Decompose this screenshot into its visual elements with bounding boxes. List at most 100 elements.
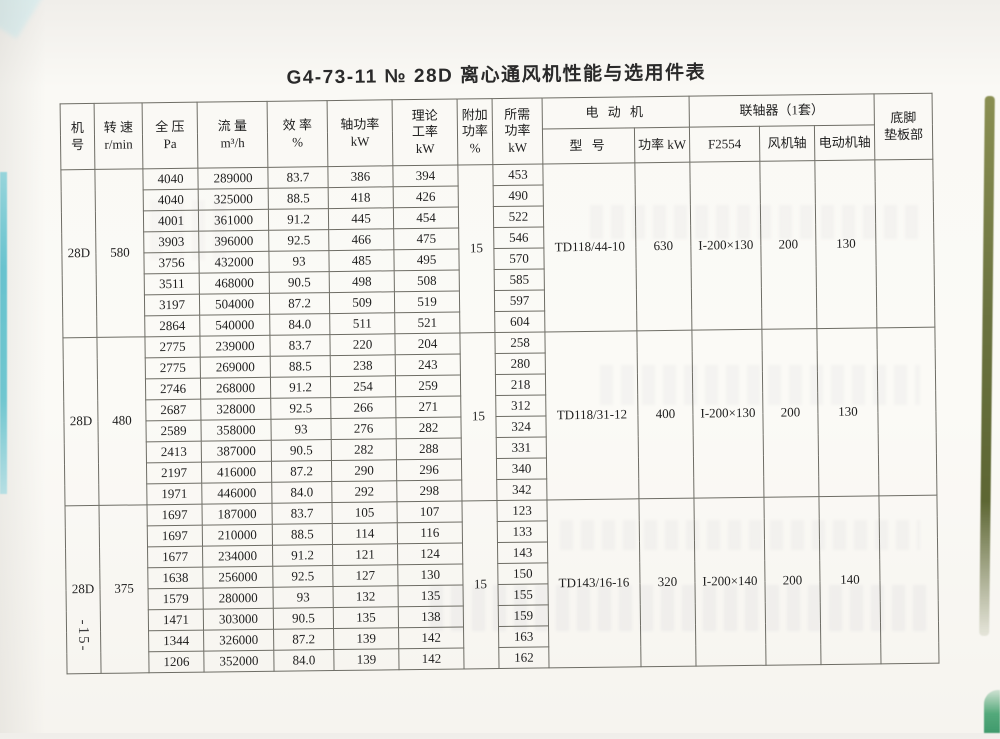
required-power-cell: 123 — [496, 499, 548, 522]
header-efficiency: 效 率 % — [267, 100, 328, 168]
pressure-cell: 2864 — [144, 315, 200, 337]
shaft-power-cell: 511 — [329, 312, 395, 335]
required-power-cell: 324 — [495, 415, 547, 438]
pressure-cell: 3756 — [143, 252, 200, 274]
pressure-cell: 4001 — [143, 210, 199, 232]
header-speed: 转 速 r/min — [94, 102, 143, 170]
efficiency-cell: 88.5 — [270, 355, 331, 378]
flow-cell: 416000 — [201, 461, 272, 484]
theoretical-power-cell: 475 — [393, 227, 459, 250]
flow-cell: 210000 — [202, 524, 273, 547]
required-power-cell: 133 — [497, 520, 548, 543]
fan-shaft-cell: 200 — [763, 496, 822, 666]
table-header: 机 号 转 速 r/min 全 压 Pa 流 量 m³/h 效 率 % 轴功率 … — [60, 93, 933, 170]
flow-cell: 396000 — [198, 230, 269, 253]
theoretical-power-cell: 243 — [395, 353, 461, 376]
header-flow: 流 量 m³/h — [197, 101, 268, 169]
fan-shaft-cell: 200 — [759, 160, 817, 330]
flow-cell: 239000 — [199, 335, 271, 358]
shaft-power-cell: 266 — [330, 396, 396, 419]
efficiency-cell: 92.5 — [270, 397, 331, 420]
theoretical-power-cell: 454 — [393, 206, 459, 229]
flow-cell: 328000 — [200, 398, 271, 421]
pressure-cell: 4040 — [142, 168, 199, 190]
theoretical-power-cell: 142 — [398, 626, 464, 649]
efficiency-cell: 83.7 — [267, 166, 329, 189]
shaft-power-cell: 466 — [328, 228, 394, 251]
efficiency-cell: 93 — [270, 418, 332, 441]
pressure-cell: 2775 — [145, 357, 201, 379]
required-power-cell: 280 — [495, 352, 546, 375]
theoretical-power-cell: 296 — [396, 458, 462, 481]
header-foot-pad: 底脚 垫板部 — [874, 93, 933, 160]
additional-power-cell: 15 — [457, 164, 495, 333]
machine-no-cell: 28D — [62, 337, 100, 506]
pressure-cell: 1471 — [148, 609, 204, 631]
pressure-cell: 1206 — [148, 651, 205, 673]
paper-shadow — [0, 0, 46, 733]
motor-shaft-cell: 140 — [818, 495, 882, 665]
efficiency-cell: 91.2 — [268, 208, 329, 231]
efficiency-cell: 90.5 — [269, 271, 330, 294]
theoretical-power-cell: 107 — [396, 500, 463, 523]
shaft-power-cell: 135 — [333, 606, 399, 629]
required-power-cell: 597 — [494, 289, 545, 312]
header-coupling-group: 联轴器（1套） — [689, 93, 875, 128]
required-power-cell: 162 — [498, 646, 550, 669]
theoretical-power-cell: 298 — [396, 479, 462, 502]
shaft-power-cell: 127 — [332, 564, 399, 587]
motor-model-cell: TD118/44-10 — [542, 162, 637, 332]
pressure-cell: 1697 — [146, 504, 203, 526]
flow-cell: 268000 — [200, 377, 271, 400]
required-power-cell: 570 — [493, 247, 545, 270]
header-required-power: 所需 功率 kW — [492, 97, 543, 165]
required-power-cell: 546 — [493, 226, 544, 249]
flow-cell: 361000 — [198, 209, 269, 232]
machine-no-cell: 28D — [65, 505, 102, 674]
required-power-cell: 490 — [493, 184, 544, 207]
shaft-power-cell: 292 — [331, 480, 397, 503]
required-power-cell: 331 — [496, 436, 547, 459]
shaft-power-cell: 498 — [329, 270, 395, 293]
required-power-cell: 218 — [495, 373, 546, 396]
shaft-power-cell: 114 — [332, 522, 398, 545]
flow-cell: 289000 — [197, 167, 269, 190]
header-coupling-f2554: F2554 — [689, 126, 760, 163]
required-power-cell: 453 — [492, 163, 544, 186]
efficiency-cell: 84.0 — [269, 313, 330, 336]
flow-cell: 352000 — [203, 650, 275, 673]
shaft-power-cell: 276 — [330, 417, 397, 440]
pressure-cell: 1579 — [148, 588, 204, 610]
flow-cell: 234000 — [202, 545, 273, 568]
header-fan-shaft: 风机轴 — [759, 125, 815, 162]
required-power-cell: 155 — [497, 583, 549, 606]
efficiency-cell: 88.5 — [272, 523, 333, 546]
efficiency-cell: 84.0 — [273, 649, 335, 672]
required-power-cell: 163 — [498, 625, 549, 648]
efficiency-cell: 87.2 — [269, 292, 330, 315]
header-motor-shaft: 电动机轴 — [814, 124, 875, 161]
foot-pad-cell — [878, 495, 940, 664]
pressure-cell: 1344 — [148, 630, 204, 652]
performance-table: 机 号 转 速 r/min 全 压 Pa 流 量 m³/h 效 率 % 轴功率 … — [59, 92, 940, 675]
header-additional-power: 附加 功率 % — [457, 98, 493, 165]
theoretical-power-cell: 426 — [393, 185, 459, 208]
motor-power-cell: 400 — [636, 330, 694, 499]
flow-cell: 325000 — [198, 188, 269, 211]
bleed-through-smudge — [150, 200, 230, 260]
theoretical-power-cell: 259 — [395, 374, 461, 397]
efficiency-cell: 92.5 — [272, 565, 334, 588]
efficiency-cell: 88.5 — [268, 187, 329, 210]
header-motor-model: 型 号 — [542, 127, 635, 164]
bleed-through-smudge — [560, 520, 920, 550]
pressure-cell: 3903 — [143, 231, 199, 253]
foot-pad-cell — [874, 159, 935, 328]
efficiency-cell: 83.7 — [271, 502, 333, 525]
pressure-cell: 1638 — [147, 567, 204, 589]
coupling-f2554-cell: I-200×130 — [691, 329, 764, 499]
flow-cell: 326000 — [203, 629, 274, 652]
table-body: 28D 580 4040 289000 83.7 386 394 15 453 TD118/44-… — [60, 159, 940, 674]
flow-cell: 187000 — [201, 503, 273, 526]
efficiency-cell: 83.7 — [269, 334, 331, 357]
theoretical-power-cell: 116 — [397, 521, 463, 544]
